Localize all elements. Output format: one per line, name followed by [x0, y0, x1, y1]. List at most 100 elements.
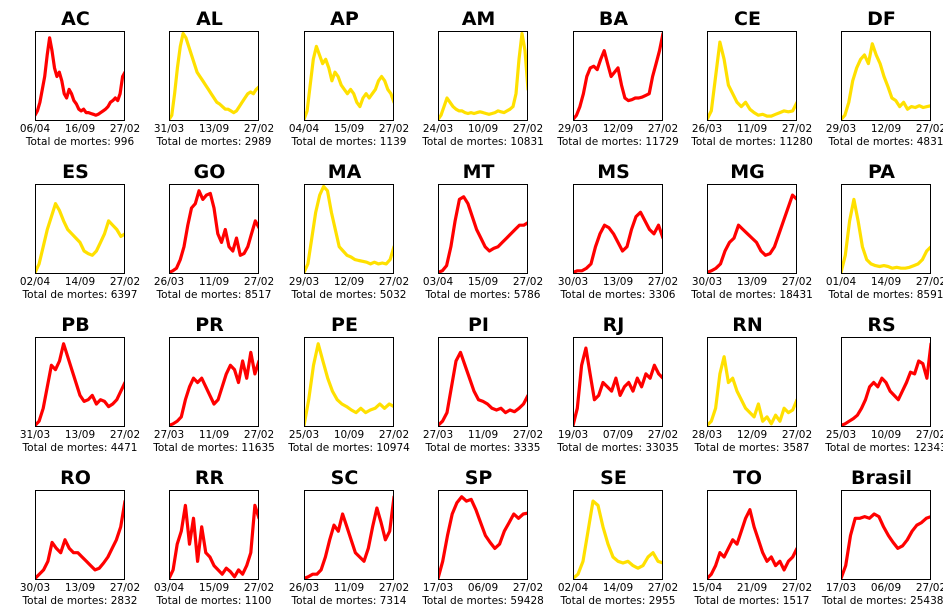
line-plot	[304, 342, 394, 427]
line-plot	[841, 197, 931, 274]
total-value: 7314	[379, 595, 407, 607]
plot-frame	[841, 490, 931, 580]
x-tick-label: 21/09	[736, 582, 768, 594]
plot-frame	[841, 184, 931, 274]
plot-frame	[707, 490, 797, 580]
total-deaths-label: Total de mortes: 5786	[426, 289, 541, 301]
x-tick-label: 06/09	[467, 582, 499, 594]
panel-title: TO	[732, 467, 763, 489]
x-tick-label: 27/02	[915, 123, 943, 135]
line-plot	[35, 342, 125, 427]
panel-brasil: Brasil 17/03 06/09 27/02 Total de mortes: 25…	[814, 459, 943, 612]
line-plot	[707, 193, 797, 274]
panel-am: AM 24/03 10/09 27/02 Total de mortes: 10831	[411, 0, 546, 153]
plot-area	[304, 490, 394, 580]
total-prefix: Total de mortes:	[694, 595, 783, 607]
x-tick-label: 12/09	[333, 276, 365, 288]
x-tick-label: 11/09	[467, 429, 499, 441]
panel-title: MG	[730, 161, 765, 183]
total-prefix: Total de mortes:	[291, 289, 380, 301]
x-tick-label: 27/02	[781, 123, 813, 135]
series-line	[707, 40, 797, 121]
x-tick-label: 06/04	[19, 123, 51, 135]
total-value: 10974	[376, 442, 410, 454]
x-tick-label: 13/09	[736, 276, 768, 288]
total-deaths-label: Total de mortes: 5032	[292, 289, 407, 301]
total-prefix: Total de mortes:	[156, 595, 245, 607]
line-plot	[841, 42, 931, 121]
x-tick-label: 27/02	[781, 582, 813, 594]
series-line	[841, 42, 931, 121]
total-deaths-label: Total de mortes: 1517	[695, 595, 810, 607]
x-tick-label: 27/02	[781, 276, 813, 288]
x-tick-label: 13/09	[64, 582, 96, 594]
plot-frame	[438, 337, 528, 427]
total-deaths-label: Total de mortes: 33035	[557, 442, 679, 454]
x-tick-label: 26/03	[153, 276, 185, 288]
total-deaths-label: Total de mortes: 3306	[561, 289, 676, 301]
x-tick-label: 27/02	[109, 582, 141, 594]
panel-title: CE	[734, 8, 761, 30]
panel-pi: PI 27/03 11/09 27/02 Total de mortes: 3335	[411, 306, 546, 459]
x-tick-label: 15/09	[333, 123, 365, 135]
panel-ms: MS 30/03 13/09 27/02 Total de mortes: 3306	[546, 153, 681, 306]
line-plot	[169, 31, 259, 121]
series-line	[169, 503, 259, 580]
x-tick-label: 27/02	[243, 276, 275, 288]
panel-title: RO	[60, 467, 91, 489]
series-line	[438, 495, 528, 580]
x-tick-label: 12/09	[870, 123, 902, 135]
series-line	[169, 189, 259, 274]
total-value: 6397	[110, 289, 138, 301]
plot-frame	[169, 184, 259, 274]
total-value: 254381	[910, 595, 943, 607]
x-tick-label: 29/03	[557, 123, 589, 135]
x-tick-label: 27/02	[243, 429, 275, 441]
total-prefix: Total de mortes:	[557, 442, 646, 454]
line-plot	[304, 44, 394, 121]
series-line	[35, 499, 125, 580]
x-tick-label: 27/02	[109, 123, 141, 135]
x-tick-label: 27/02	[512, 429, 544, 441]
total-value: 3335	[513, 442, 541, 454]
panel-title: ES	[62, 161, 89, 183]
x-tick-label: 10/09	[467, 123, 499, 135]
panel-title: AC	[61, 8, 90, 30]
panel-es: ES 02/04 14/09 27/02 Total de mortes: 6397	[8, 153, 143, 306]
line-plot	[438, 195, 528, 274]
x-tick-label: 12/09	[602, 123, 634, 135]
x-tick-label: 11/09	[333, 582, 365, 594]
x-tick-label: 27/02	[109, 276, 141, 288]
plot-frame	[438, 490, 528, 580]
total-value: 8591	[916, 289, 943, 301]
x-tick-label: 27/02	[512, 276, 544, 288]
plot-frame	[707, 184, 797, 274]
x-tick-label: 27/02	[647, 429, 679, 441]
panel-title: DF	[867, 8, 896, 30]
total-prefix: Total de mortes:	[828, 289, 917, 301]
total-value: 10831	[510, 136, 544, 148]
x-tick-label: 12/09	[736, 429, 768, 441]
total-value: 1139	[379, 136, 407, 148]
total-prefix: Total de mortes:	[291, 595, 380, 607]
plot-area	[169, 490, 259, 580]
x-tick-label: 11/09	[198, 276, 230, 288]
line-plot	[304, 184, 394, 274]
x-tick-label: 31/03	[153, 123, 185, 135]
total-value: 3587	[782, 442, 810, 454]
panel-title: AP	[330, 8, 359, 30]
plot-frame	[438, 184, 528, 274]
series-line	[573, 31, 663, 121]
panel-ac: AC 06/04 16/09 27/02 Total de mortes: 996	[8, 0, 143, 153]
total-value: 8517	[244, 289, 272, 301]
x-tick-label: 24/03	[422, 123, 454, 135]
total-prefix: Total de mortes:	[25, 136, 115, 148]
panel-to: TO 15/04 21/09 27/02 Total de mortes: 1517	[680, 459, 815, 612]
x-tick-label: 27/02	[781, 429, 813, 441]
total-value: 33035	[645, 442, 679, 454]
total-value: 996	[114, 136, 135, 148]
x-tick-label: 04/04	[288, 123, 320, 135]
x-tick-label: 06/09	[870, 582, 902, 594]
panel-ro: RO 30/03 13/09 27/02 Total de mortes: 2832	[8, 459, 143, 612]
